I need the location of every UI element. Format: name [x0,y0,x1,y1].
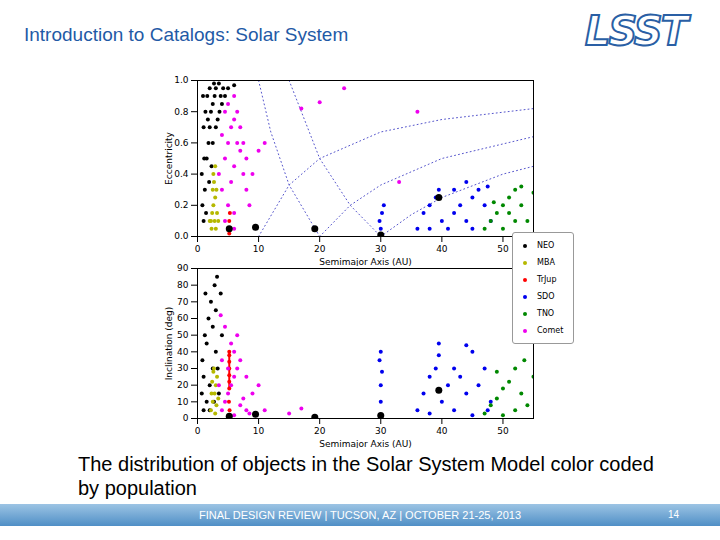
svg-text:0: 0 [195,426,201,436]
html-text:MBA: MBA [537,258,555,267]
svg-text:1.0: 1.0 [174,75,189,85]
html-text:Introduction to Catalogs: Sola: Introduction to Catalogs: Solar System [24,24,349,45]
html-text:The distribution of objects in: The distribution of objects in the Solar… [78,453,654,499]
svg-text:30: 30 [375,244,387,254]
svg-text:40: 40 [177,347,189,357]
html-text:Comet: Comet [537,326,564,335]
svg-text:0.2: 0.2 [174,200,188,210]
svg-text:20: 20 [314,244,326,254]
html-text:TNO: TNO [537,309,555,318]
svg-text:50: 50 [497,426,509,436]
html-text:LSST: LSST [585,8,686,54]
svg-text:10: 10 [177,397,189,407]
svg-text:30: 30 [375,426,387,436]
svg-text:0: 0 [195,244,201,254]
svg-text:80: 80 [177,280,189,290]
svg-text:20: 20 [314,426,326,436]
svg-text:30: 30 [177,363,189,373]
svg-text:Semimajor Axis (AU): Semimajor Axis (AU) [319,439,412,449]
svg-text:60: 60 [177,313,189,323]
svg-text:0.4: 0.4 [174,169,189,179]
svg-text:40: 40 [436,244,448,254]
html-text:NEO: NEO [537,241,555,250]
html-text:TrJup: TrJup [537,275,557,284]
svg-text:10: 10 [253,244,265,254]
svg-text:0: 0 [183,413,189,423]
svg-text:0.8: 0.8 [174,107,189,117]
svg-text:10: 10 [253,426,265,436]
html-text:FINAL DESIGN REVIEW | TUCSON,: FINAL DESIGN REVIEW | TUCSON, AZ | OCTOB… [198,509,522,521]
svg-text:20: 20 [177,380,189,390]
svg-text:0.6: 0.6 [174,138,189,148]
svg-text:40: 40 [436,426,448,436]
svg-text:Semimajor Axis (AU): Semimajor Axis (AU) [319,257,412,267]
svg-text:0.0: 0.0 [174,231,189,241]
html-text:SDO: SDO [537,292,555,301]
svg-text:Eccentricity: Eccentricity [164,131,174,185]
svg-text:50: 50 [497,244,509,254]
svg-text:90: 90 [177,263,189,273]
svg-text:50: 50 [177,330,189,340]
html-text:14: 14 [668,509,680,520]
svg-text:Inclination (deg): Inclination (deg) [164,307,174,381]
svg-text:70: 70 [177,297,189,307]
